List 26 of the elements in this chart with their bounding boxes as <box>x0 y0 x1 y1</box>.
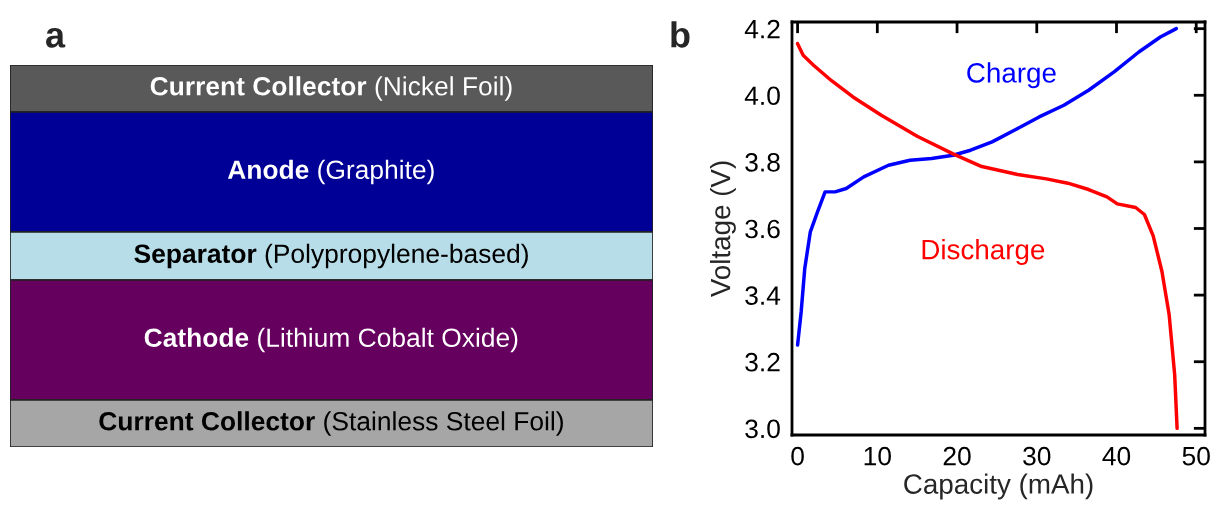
text: a <box>46 27 66 48</box>
text: Cathode (Lithium Cobalt Oxide) <box>144 327 518 353</box>
x-tick-label: 10 <box>864 446 891 466</box>
x-axis-title: Capacity (mAh) <box>904 473 1093 500</box>
y-tick-label: 4.0 <box>744 86 780 106</box>
series-label: Charge <box>967 62 1056 89</box>
line-series <box>795 41 1179 431</box>
text: Discharge <box>922 239 1045 265</box>
text: Current Collector (Stainless Steel Foil) <box>99 411 563 436</box>
y-tick-label: 3.8 <box>745 153 780 172</box>
text: Anode (Graphite) <box>227 159 434 185</box>
y-tick-label: 4.2 <box>744 19 780 39</box>
line-series <box>795 26 1179 347</box>
x-tick-label: 20 <box>943 446 971 466</box>
y-tick-label: 3.2 <box>745 352 780 372</box>
y-tick-label: 3.4 <box>745 286 781 305</box>
chart-title: b <box>671 21 690 48</box>
x-tick-label: 30 <box>1023 446 1051 466</box>
y-tick-label: 3.0 <box>745 419 780 439</box>
y-axis-title: Voltage (V) <box>709 161 736 298</box>
text: Separator (Polypropylene-based) <box>134 243 528 269</box>
y-tick-label: 3.6 <box>745 219 780 239</box>
text: Current Collector (Nickel Foil) <box>150 76 512 101</box>
x-tick-label: 40 <box>1102 446 1131 466</box>
x-tick-label: 0 <box>791 446 804 466</box>
x-tick-label: 50 <box>1182 446 1210 466</box>
